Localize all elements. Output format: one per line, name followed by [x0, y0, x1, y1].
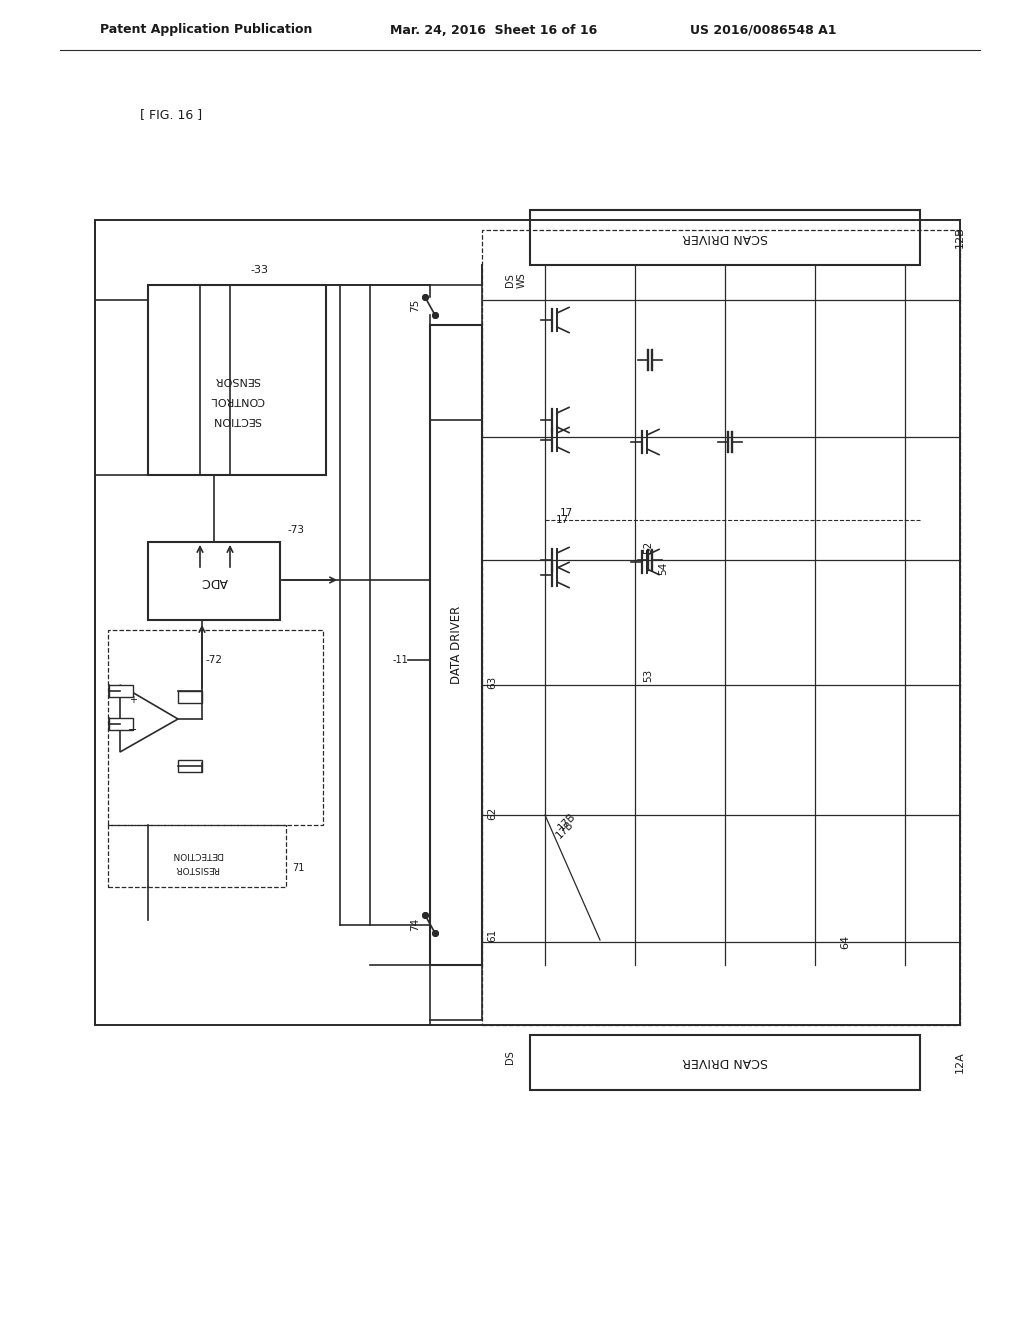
Text: 52: 52	[643, 540, 653, 553]
Bar	[148, 285, 326, 475]
Text: SCAN DRIVER: SCAN DRIVER	[682, 1056, 768, 1068]
Text: ADC: ADC	[201, 574, 227, 587]
Text: 61: 61	[487, 928, 497, 941]
Text: SCAN DRIVER: SCAN DRIVER	[682, 231, 768, 243]
Text: 17B: 17B	[554, 820, 575, 841]
Bar	[530, 210, 920, 265]
Text: [ FIG. 16 ]: [ FIG. 16 ]	[140, 108, 202, 121]
Bar	[148, 543, 280, 620]
Text: 74: 74	[410, 917, 420, 931]
Text: 75: 75	[410, 298, 420, 312]
Text: -72: -72	[205, 655, 222, 665]
Text: 54: 54	[658, 561, 668, 574]
Text: 62: 62	[487, 807, 497, 820]
Bar	[530, 1035, 920, 1090]
Text: 17B: 17B	[556, 812, 578, 833]
Text: 71: 71	[292, 863, 304, 873]
Text: Mar. 24, 2016  Sheet 16 of 16: Mar. 24, 2016 Sheet 16 of 16	[390, 24, 597, 37]
Text: 17: 17	[556, 515, 569, 525]
Text: RESISTOR: RESISTOR	[175, 865, 219, 874]
Text: +: +	[129, 696, 137, 705]
Bar	[108, 630, 323, 825]
Text: Patent Application Publication: Patent Application Publication	[100, 24, 312, 37]
Text: -11: -11	[392, 655, 408, 665]
Bar	[430, 325, 482, 965]
Text: 63: 63	[487, 676, 497, 689]
Text: US 2016/0086548 A1: US 2016/0086548 A1	[690, 24, 837, 37]
Text: 12A: 12A	[955, 1051, 965, 1073]
Text: WS: WS	[517, 272, 527, 288]
Text: SECTION: SECTION	[213, 414, 261, 425]
Text: DETECTION: DETECTION	[171, 850, 223, 858]
Bar	[482, 230, 961, 1026]
Bar	[178, 760, 202, 772]
Text: 53: 53	[643, 668, 653, 681]
Text: -33: -33	[250, 265, 268, 275]
Text: 64: 64	[840, 935, 850, 949]
Text: 12B: 12B	[955, 226, 965, 248]
Text: -73: -73	[288, 525, 305, 535]
Text: DATA DRIVER: DATA DRIVER	[450, 606, 463, 684]
Text: CONTROL: CONTROL	[210, 395, 264, 405]
Bar	[109, 718, 133, 730]
Text: 17: 17	[560, 508, 573, 517]
Bar	[108, 825, 286, 887]
Text: −: −	[128, 725, 137, 735]
Text: SENSOR: SENSOR	[214, 375, 260, 385]
Bar	[109, 685, 133, 697]
Bar	[178, 690, 202, 704]
Text: DS: DS	[505, 273, 515, 286]
Text: DS: DS	[505, 1051, 515, 1064]
